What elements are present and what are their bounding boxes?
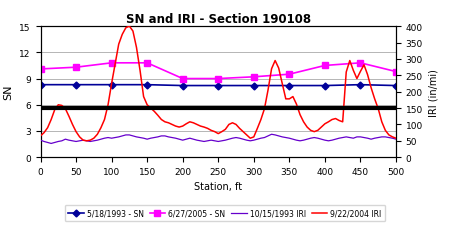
5/18/1993 - SN xyxy=(144,84,150,87)
9/22/2004 IRI xyxy=(311,131,317,133)
5/18/1993 - SN xyxy=(73,84,79,87)
10/15/1993 IRI xyxy=(66,139,72,142)
6/27/2005 - SN xyxy=(287,74,292,76)
10/15/1993 IRI xyxy=(130,135,135,138)
9/22/2004 IRI xyxy=(208,129,214,132)
9/22/2004 IRI xyxy=(127,26,132,28)
9/22/2004 IRI xyxy=(258,119,264,121)
Line: 6/27/2005 - SN: 6/27/2005 - SN xyxy=(38,61,399,82)
10/15/1993 IRI xyxy=(393,138,399,141)
10/15/1993 IRI xyxy=(255,138,260,141)
6/27/2005 - SN xyxy=(216,78,221,81)
9/22/2004 IRI xyxy=(63,108,68,110)
9/22/2004 IRI xyxy=(294,103,299,106)
Y-axis label: IRI (in/mi): IRI (in/mi) xyxy=(428,68,439,116)
6/27/2005 - SN xyxy=(144,62,150,65)
Y-axis label: SN: SN xyxy=(4,85,13,100)
Title: SN and IRI - Section 190108: SN and IRI - Section 190108 xyxy=(126,13,311,26)
6/27/2005 - SN xyxy=(73,67,79,69)
6/27/2005 - SN xyxy=(251,76,256,79)
6/27/2005 - SN xyxy=(180,78,185,81)
Line: 5/18/1993 - SN: 5/18/1993 - SN xyxy=(38,83,398,89)
5/18/1993 - SN xyxy=(358,84,363,87)
5/18/1993 - SN xyxy=(393,85,399,88)
9/22/2004 IRI xyxy=(84,140,90,143)
10/15/1993 IRI xyxy=(49,142,54,145)
X-axis label: Station, ft: Station, ft xyxy=(194,182,242,192)
5/18/1993 - SN xyxy=(180,85,185,88)
5/18/1993 - SN xyxy=(322,85,328,88)
9/22/2004 IRI xyxy=(134,47,139,50)
6/27/2005 - SN xyxy=(322,65,328,68)
10/15/1993 IRI xyxy=(38,139,43,142)
10/15/1993 IRI xyxy=(205,140,210,143)
Line: 10/15/1993 IRI: 10/15/1993 IRI xyxy=(40,135,396,144)
6/27/2005 - SN xyxy=(109,62,114,65)
9/22/2004 IRI xyxy=(393,137,399,140)
9/22/2004 IRI xyxy=(38,135,43,138)
Line: 9/22/2004 IRI: 9/22/2004 IRI xyxy=(40,27,396,141)
Legend: 5/18/1993 - SN, 6/27/2005 - SN, 10/15/1993 IRI, 9/22/2004 IRI: 5/18/1993 - SN, 6/27/2005 - SN, 10/15/19… xyxy=(65,205,385,221)
5/18/1993 - SN xyxy=(216,85,221,88)
10/15/1993 IRI xyxy=(294,139,299,142)
6/27/2005 - SN xyxy=(358,62,363,65)
10/15/1993 IRI xyxy=(311,137,317,139)
6/27/2005 - SN xyxy=(38,68,43,71)
5/18/1993 - SN xyxy=(109,84,114,87)
5/18/1993 - SN xyxy=(287,85,292,88)
5/18/1993 - SN xyxy=(251,85,256,88)
5/18/1993 - SN xyxy=(38,84,43,87)
10/15/1993 IRI xyxy=(269,133,274,136)
6/27/2005 - SN xyxy=(393,71,399,74)
